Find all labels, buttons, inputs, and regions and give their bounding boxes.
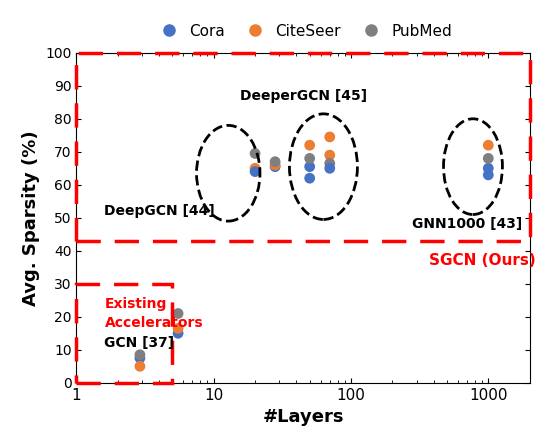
Text: SGCN (Ours): SGCN (Ours): [429, 253, 536, 268]
Point: [305, 175, 314, 182]
Point: [135, 363, 144, 370]
Point: [484, 142, 492, 149]
Point: [271, 158, 280, 165]
Point: [251, 150, 259, 157]
Point: [325, 165, 334, 172]
Point: [484, 165, 492, 172]
Point: [325, 133, 334, 140]
Text: Accelerators: Accelerators: [104, 316, 203, 330]
Point: [305, 142, 314, 149]
Point: [484, 171, 492, 179]
Point: [174, 330, 182, 337]
Text: GNN1000 [43]: GNN1000 [43]: [412, 217, 523, 231]
Point: [251, 168, 259, 175]
Point: [325, 160, 334, 167]
Point: [305, 163, 314, 170]
Point: [305, 155, 314, 162]
Point: [174, 325, 182, 332]
X-axis label: #Layers: #Layers: [262, 408, 344, 426]
Point: [135, 351, 144, 358]
Point: [135, 355, 144, 362]
Text: DeeperGCN [45]: DeeperGCN [45]: [240, 89, 367, 103]
Legend: Cora, CiteSeer, PubMed: Cora, CiteSeer, PubMed: [148, 18, 458, 45]
Point: [271, 163, 280, 170]
Text: GCN [37]: GCN [37]: [104, 336, 175, 350]
Y-axis label: Avg. Sparsity (%): Avg. Sparsity (%): [22, 130, 40, 306]
Text: DeepGCN [44]: DeepGCN [44]: [104, 204, 215, 218]
Point: [251, 165, 259, 172]
Point: [271, 161, 280, 169]
Text: Existing: Existing: [104, 297, 167, 311]
Point: [484, 155, 492, 162]
Point: [174, 310, 182, 317]
Point: [325, 151, 334, 158]
